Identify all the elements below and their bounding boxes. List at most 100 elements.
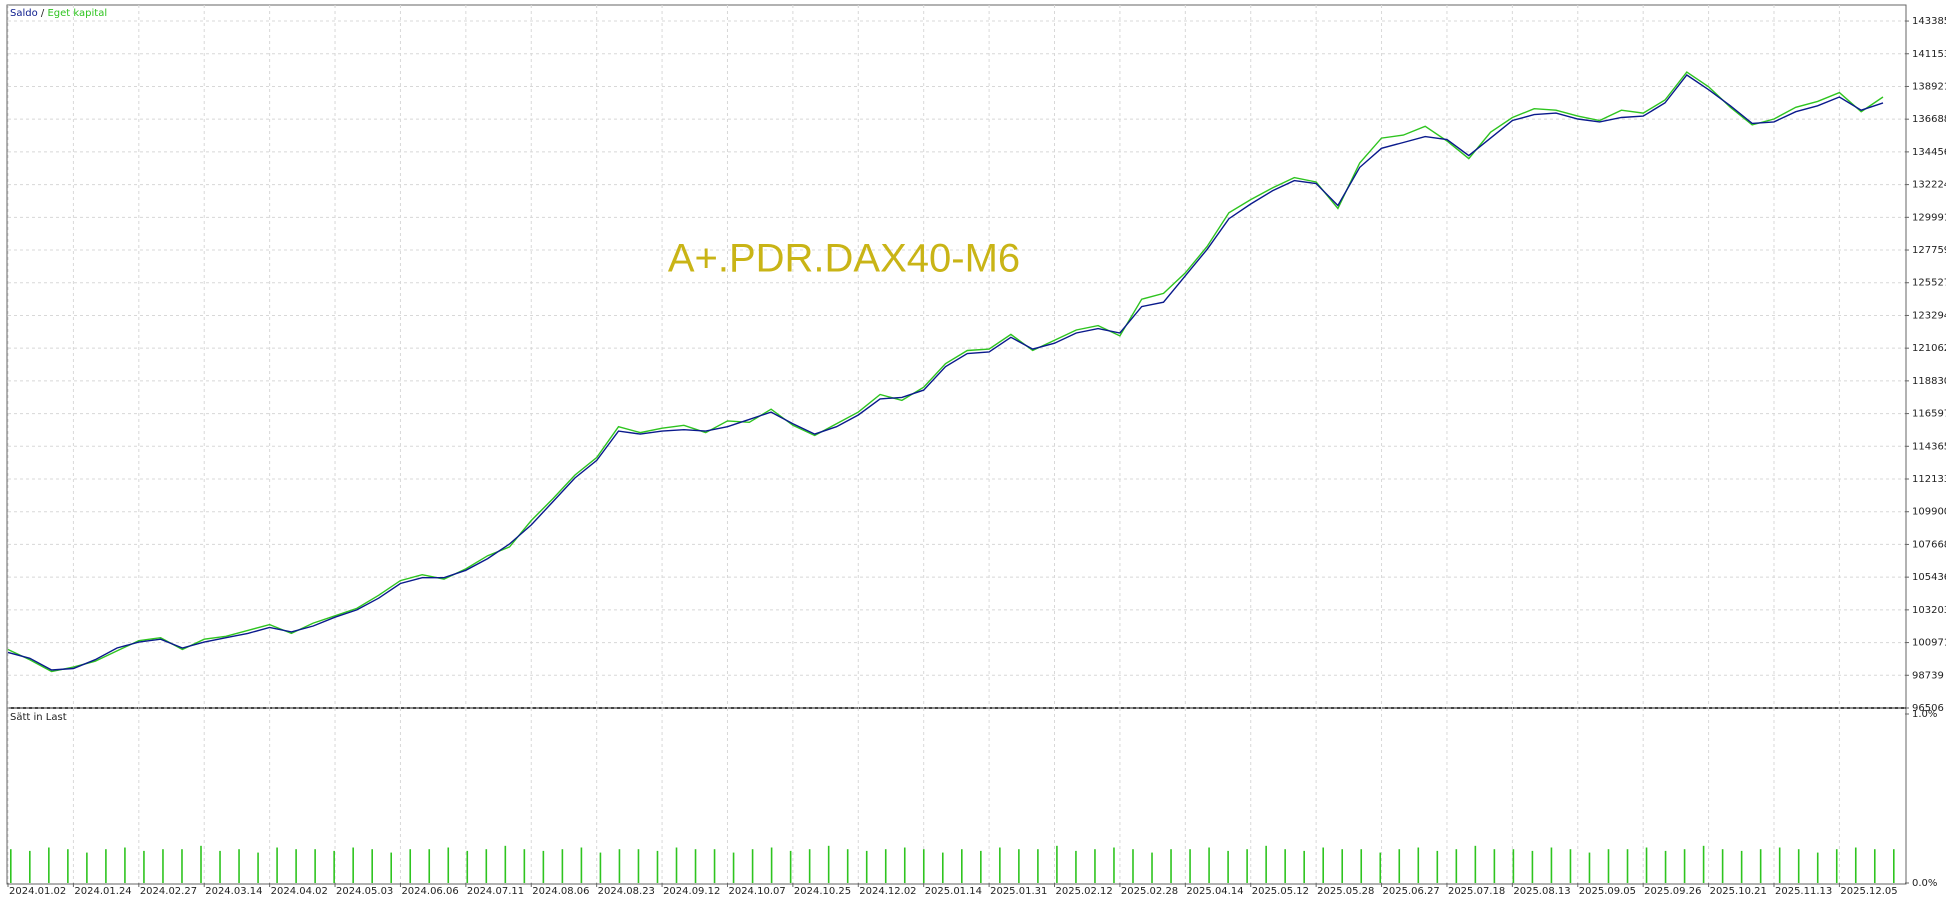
bar [1170,849,1172,883]
bar [1512,849,1515,883]
bar [580,847,583,883]
bar [922,849,925,883]
x-tick-label: 2024.10.25 [794,886,851,897]
y-tick-label: 123294 [1912,310,1946,321]
bar [1474,845,1477,883]
bar [1018,849,1020,883]
bar [314,849,316,883]
bar [1151,852,1153,883]
x-tick-label: 2025.08.13 [1513,886,1570,897]
bar [447,847,450,883]
x-tick-label: 2024.08.23 [598,886,655,897]
bar [1664,850,1667,883]
bar [1816,852,1819,883]
bar [523,849,526,883]
chart-title: A+.PDR.DAX40-M6 [668,237,1020,281]
x-tick-label: 2024.01.24 [74,886,131,897]
bar [1740,850,1743,883]
bar [1607,849,1610,883]
bar [675,847,678,883]
bar [1873,849,1876,883]
lower-frame [6,707,1907,885]
bar [999,847,1001,883]
legend-separator: / [41,8,45,19]
bar [504,845,507,883]
bar [1284,849,1286,883]
bar [181,849,183,883]
y-tick-label: 134456 [1912,147,1946,158]
x-tick-label: 2025.05.12 [1252,886,1309,897]
bar [162,849,164,883]
y-tick-label: 107668 [1912,539,1946,550]
x-tick-label: 2024.02.27 [140,886,197,897]
bar [751,849,754,883]
bar [599,852,602,883]
y-tick-label: 96506 [1912,703,1944,714]
y-tick-label: 143385 [1912,16,1946,27]
bar [1341,849,1344,883]
y-tick-label: 118830 [1912,376,1946,387]
bar [409,849,412,883]
x-tick-label: 2024.12.02 [859,886,916,897]
bar [1436,850,1439,883]
bar [143,850,145,883]
bar [1094,849,1096,883]
x-tick-label: 2024.05.03 [336,886,393,897]
x-tick-label: 2024.01.02 [9,886,66,897]
bar [980,850,982,883]
y-tick-label: 105436 [1912,572,1946,583]
bar [1893,849,1895,883]
panel-title: Sätt in Last [10,712,67,723]
y-tick-label: 114365 [1912,441,1946,452]
bar [1493,849,1496,883]
bar [390,852,393,883]
bar [276,847,278,883]
bar [1531,850,1534,883]
x-tick-label: 2025.02.28 [1121,886,1178,897]
bar [48,847,50,883]
bar [865,850,868,883]
bar [105,849,107,883]
bar [485,849,488,883]
bar [1322,847,1324,883]
bar [257,852,259,883]
bar [238,849,240,883]
bar [1797,849,1800,883]
bar [1379,852,1382,883]
x-tick-label: 2024.04.02 [271,886,328,897]
x-tick-label: 2025.05.28 [1317,886,1374,897]
x-tick-label: 2024.10.07 [728,886,785,897]
y-tick-label: 116597 [1912,409,1946,420]
bar [941,852,944,883]
bar [1075,850,1077,883]
bar [637,849,640,883]
bar [1778,847,1781,883]
bar [1208,847,1210,883]
bar [29,850,31,883]
bar [466,850,469,883]
legend-entry: Eget kapital [47,8,107,19]
y-tick-label: 127759 [1912,245,1946,256]
x-tick-label: 2025.07.18 [1448,886,1505,897]
bar [770,847,773,883]
y-tick-label: 136688 [1912,114,1946,125]
bar [961,849,963,883]
bar [1550,847,1553,883]
bar [1645,847,1648,883]
x-tick-label: 2024.08.06 [532,886,589,897]
bar [10,849,12,883]
bar [333,850,335,883]
x-tick-label: 2025.09.26 [1644,886,1701,897]
legend-entry: Saldo [10,8,38,19]
x-tick-label: 2025.04.14 [1186,886,1243,897]
bar [1132,849,1134,883]
series-line [7,74,1884,671]
x-tick-label: 2025.06.27 [1383,886,1440,897]
x-tick-label: 2025.09.05 [1579,886,1636,897]
bar [542,850,545,883]
x-tick-label: 2025.01.31 [990,886,1047,897]
bar [618,849,621,883]
